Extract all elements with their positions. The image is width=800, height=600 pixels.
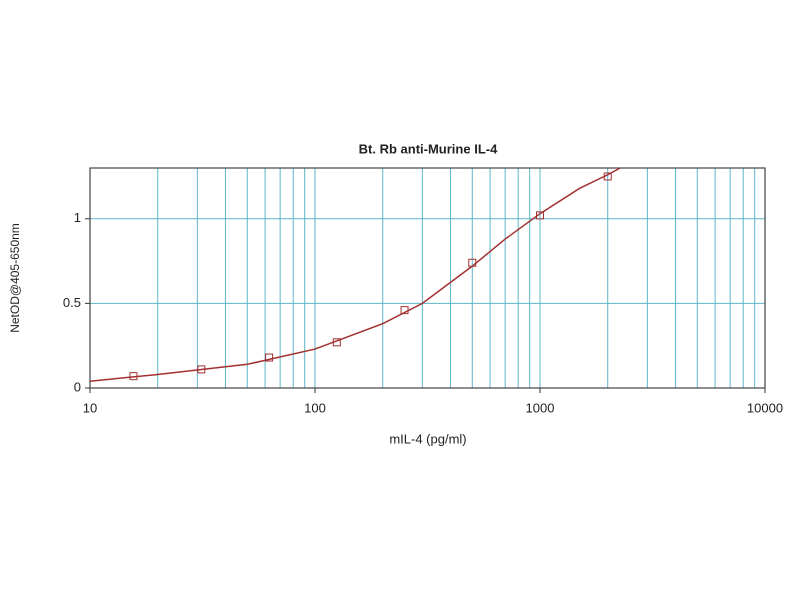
x-tick-label: 100 bbox=[304, 400, 326, 415]
x-tick-label: 10000 bbox=[747, 400, 783, 415]
x-tick-label: 1000 bbox=[526, 400, 555, 415]
data-point bbox=[265, 353, 274, 362]
plot-border bbox=[89, 167, 766, 389]
y-tick-label: 0.5 bbox=[63, 295, 81, 310]
data-point bbox=[197, 365, 206, 374]
x-axis-label: mIL-4 (pg/ml) bbox=[389, 431, 466, 446]
data-point bbox=[332, 338, 341, 347]
chart-title: Bt. Rb anti-Murine IL-4 bbox=[359, 141, 498, 156]
plot-area bbox=[90, 168, 765, 388]
fit-curve bbox=[89, 167, 621, 382]
x-tick-label: 10 bbox=[83, 400, 97, 415]
y-tick-label: 0 bbox=[74, 379, 81, 394]
data-point bbox=[400, 306, 409, 315]
data-point bbox=[129, 372, 138, 381]
y-axis-label: NetOD@405-650nm bbox=[8, 223, 22, 333]
data-point bbox=[603, 172, 612, 181]
data-point bbox=[536, 211, 544, 220]
y-tick-label: 1 bbox=[74, 210, 81, 225]
data-point bbox=[468, 258, 477, 267]
